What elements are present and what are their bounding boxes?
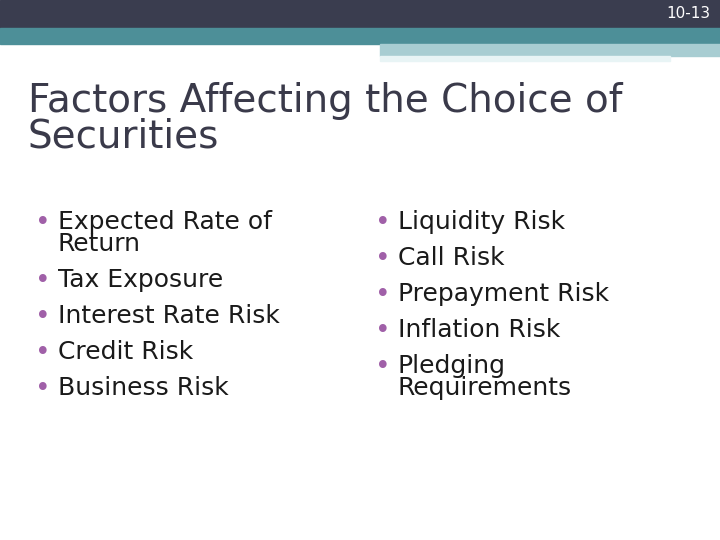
Text: Inflation Risk: Inflation Risk bbox=[398, 318, 560, 342]
Text: Liquidity Risk: Liquidity Risk bbox=[398, 210, 565, 234]
Text: Interest Rate Risk: Interest Rate Risk bbox=[58, 304, 280, 328]
Text: •: • bbox=[375, 282, 391, 308]
Text: Business Risk: Business Risk bbox=[58, 376, 229, 400]
Text: •: • bbox=[35, 210, 50, 236]
Text: •: • bbox=[35, 376, 50, 402]
Text: Expected Rate of: Expected Rate of bbox=[58, 210, 272, 234]
Bar bbox=[380, 56, 670, 61]
Bar bbox=[0, 28, 720, 44]
Text: Return: Return bbox=[58, 232, 141, 256]
Text: Prepayment Risk: Prepayment Risk bbox=[398, 282, 609, 306]
Text: Factors Affecting the Choice of: Factors Affecting the Choice of bbox=[28, 82, 623, 120]
Text: Credit Risk: Credit Risk bbox=[58, 340, 193, 364]
Text: Requirements: Requirements bbox=[398, 376, 572, 400]
Text: •: • bbox=[375, 354, 391, 380]
Text: Tax Exposure: Tax Exposure bbox=[58, 268, 223, 292]
Text: •: • bbox=[35, 340, 50, 366]
Text: •: • bbox=[375, 246, 391, 272]
Text: •: • bbox=[35, 304, 50, 330]
Bar bbox=[0, 0, 720, 28]
Text: Call Risk: Call Risk bbox=[398, 246, 505, 270]
Text: •: • bbox=[375, 210, 391, 236]
Text: •: • bbox=[35, 268, 50, 294]
Text: Pledging: Pledging bbox=[398, 354, 506, 378]
Text: •: • bbox=[375, 318, 391, 344]
Bar bbox=[380, 44, 720, 56]
Text: 10-13: 10-13 bbox=[666, 6, 710, 22]
Text: Securities: Securities bbox=[28, 118, 220, 156]
